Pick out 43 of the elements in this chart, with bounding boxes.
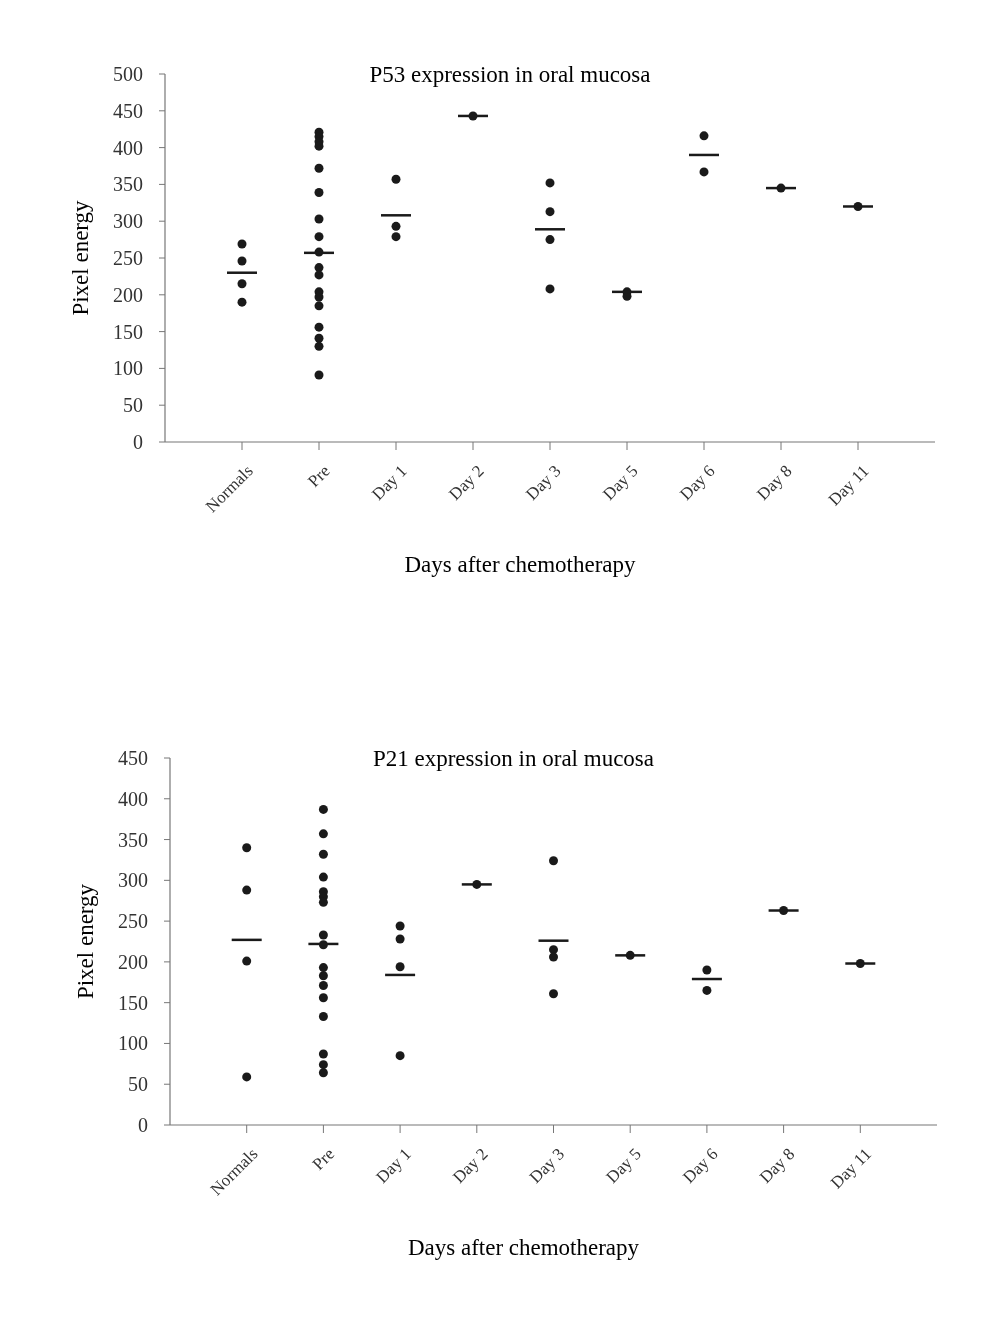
y-tick-label: 450 (118, 747, 148, 769)
x-tick-label: Day 8 (753, 461, 796, 504)
x-tick-label: Day 6 (676, 461, 719, 504)
x-tick-label: Day 3 (522, 461, 565, 504)
y-tick-label: 350 (118, 828, 148, 851)
y-tick-label: 350 (113, 173, 143, 196)
y-tick-label: 0 (133, 431, 143, 453)
x-tick-label: Day 2 (449, 1144, 492, 1187)
x-tick-label: Day 3 (525, 1144, 569, 1187)
y-tick-label: 300 (113, 210, 143, 233)
x-tick-label: Day 6 (679, 1144, 722, 1187)
y-tick-label: 250 (113, 247, 143, 269)
y-tick-label: 50 (128, 1073, 148, 1096)
x-tick-label: Day 11 (824, 461, 873, 510)
y-tick-label: 250 (118, 910, 148, 933)
y-tick-label: 100 (118, 1032, 148, 1055)
x-tick-label: Day 5 (599, 461, 642, 504)
x-tick-label: Day 8 (755, 1144, 799, 1187)
x-tick-label: Day 1 (372, 1144, 415, 1187)
x-axis-title: Days after chemotherapy (404, 551, 637, 577)
y-tick-label: 400 (118, 787, 148, 810)
x-tick-label: Day 2 (445, 461, 488, 504)
x-tick-label: Day 1 (368, 461, 411, 504)
y-axis-title: Pixel energy (67, 199, 93, 316)
y-axis-title: Pixel energy (72, 883, 98, 1000)
y-tick-label: 200 (113, 283, 143, 306)
y-tick-label: 200 (118, 950, 148, 973)
x-tick-label: Day 11 (826, 1144, 876, 1193)
y-tick-label: 150 (118, 991, 148, 1014)
chart-title: P53 expression in oral mucosa (369, 61, 651, 87)
x-tick-label: Pre (308, 1144, 339, 1174)
y-tick-label: 300 (118, 869, 148, 892)
y-tick-label: 0 (138, 1114, 148, 1136)
chart-title: P21 expression in oral mucosa (372, 745, 655, 771)
y-tick-label: 100 (113, 357, 143, 380)
y-tick-label: 400 (113, 136, 143, 159)
y-tick-label: 50 (123, 394, 143, 417)
x-tick-label: Pre (304, 461, 334, 491)
y-tick-label: 150 (113, 320, 143, 343)
x-tick-label: Day 5 (602, 1144, 645, 1187)
y-tick-label: 450 (113, 99, 143, 122)
x-axis-title: Days after chemotherapy (407, 1234, 640, 1260)
y-tick-label: 500 (113, 63, 143, 85)
